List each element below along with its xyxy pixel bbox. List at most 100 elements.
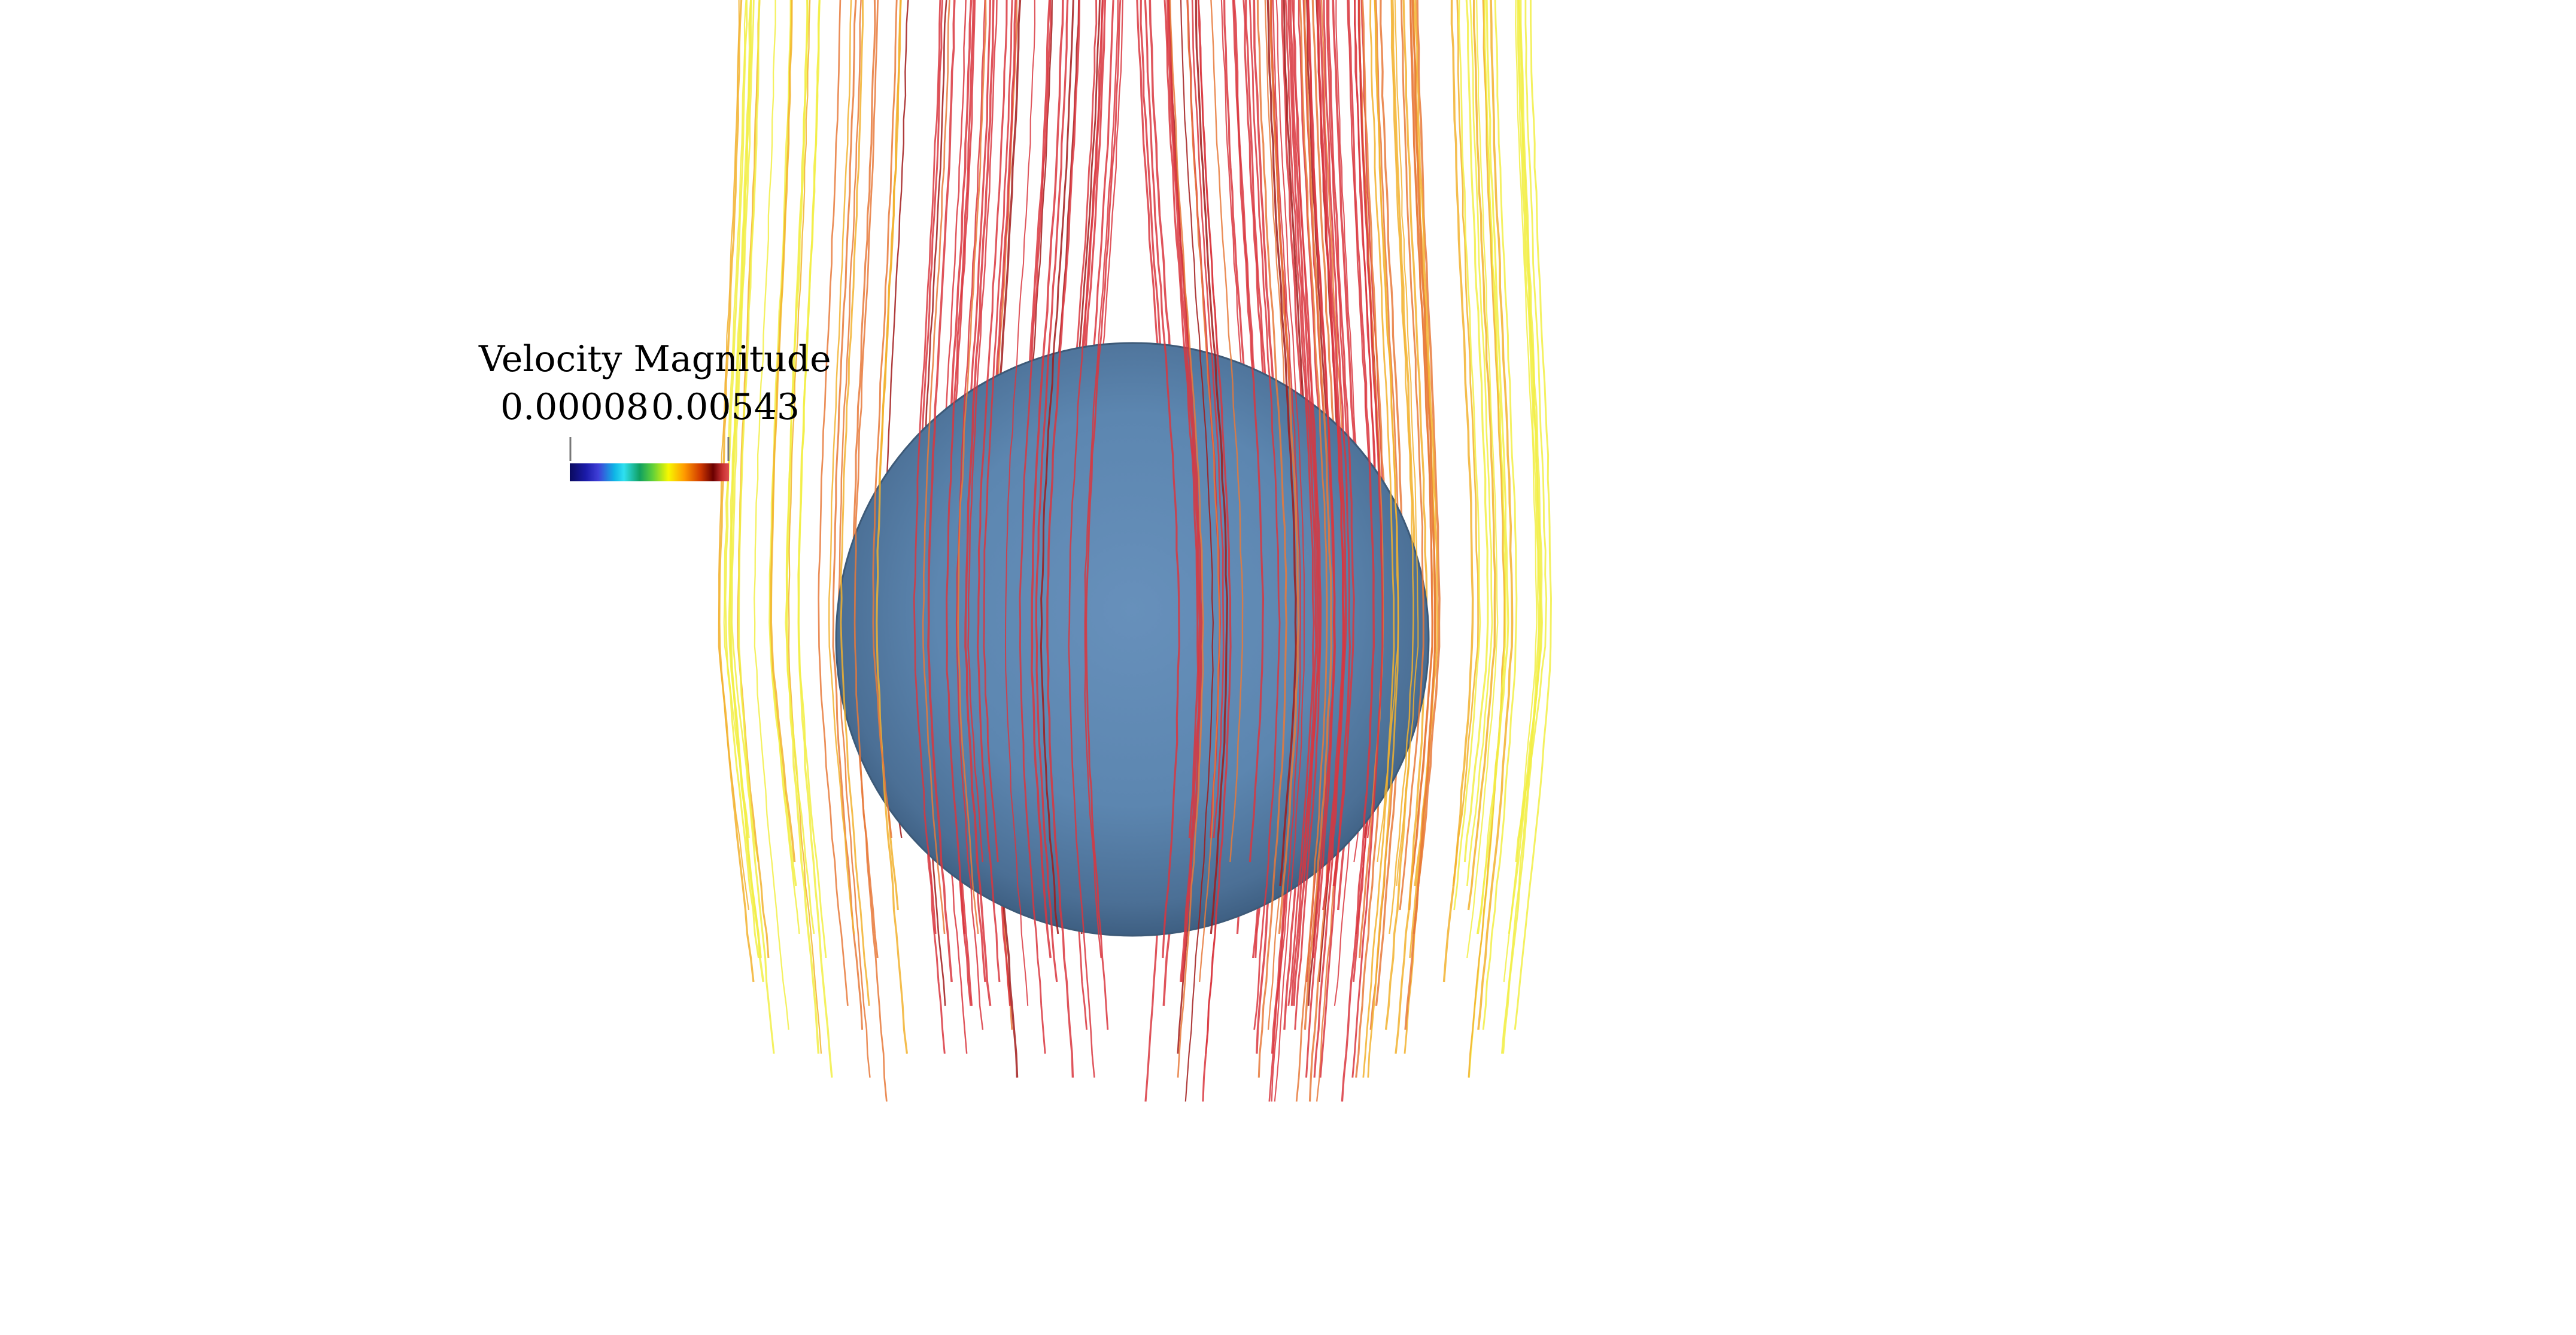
streamline	[737, 0, 775, 1054]
streamline	[1319, 0, 1351, 1078]
streamline	[1169, 0, 1204, 1078]
streamline	[1466, 0, 1493, 887]
legend-max-label: 0.00543	[651, 386, 800, 428]
color-legend: Velocity Magnitude 0.00008 0.00543	[479, 335, 831, 491]
streamline	[967, 0, 998, 863]
streamline	[1004, 0, 1036, 1006]
streamline	[729, 0, 765, 982]
streamline	[1232, 0, 1265, 863]
streamline	[1514, 0, 1553, 1030]
streamline	[957, 0, 987, 934]
streamline	[1085, 0, 1122, 1030]
streamline	[1186, 0, 1220, 982]
streamline	[1191, 0, 1225, 839]
streamline	[1197, 0, 1232, 1102]
legend-title: Velocity Magnitude	[479, 338, 831, 380]
streamline	[1328, 0, 1355, 887]
streamline	[1412, 0, 1441, 934]
streamline	[1399, 0, 1424, 911]
streamline	[1031, 0, 1064, 958]
streamline	[1453, 0, 1481, 911]
streamline	[1351, 0, 1384, 1078]
streamline	[922, 0, 950, 934]
streamline	[1289, 0, 1319, 1006]
streamline	[1408, 0, 1433, 911]
streamline	[1303, 0, 1333, 1030]
streamline	[1467, 0, 1496, 911]
streamline	[718, 0, 755, 982]
streamline	[1287, 0, 1317, 1006]
streamline	[1068, 0, 1104, 1078]
streamline	[731, 0, 760, 863]
streamline	[1452, 0, 1479, 887]
streamline	[1019, 0, 1052, 1054]
streamline	[1518, 0, 1548, 839]
streamline	[913, 0, 941, 934]
streamline	[1266, 0, 1298, 887]
streamline	[832, 0, 864, 1030]
streamline	[1502, 0, 1541, 1054]
streamline	[1210, 0, 1244, 863]
streamline	[1084, 0, 1119, 958]
streamline	[1166, 0, 1201, 982]
streamline	[1164, 0, 1199, 839]
streamline	[770, 0, 796, 863]
streamline	[1477, 0, 1514, 1030]
streamline	[1389, 0, 1414, 934]
streamline	[1046, 0, 1081, 1078]
legend-min-label: 0.00008	[500, 386, 649, 428]
streamline	[828, 0, 855, 934]
streamline	[754, 0, 789, 1030]
streamline	[964, 0, 995, 1006]
streamline	[872, 0, 898, 839]
streamline	[1269, 0, 1300, 934]
streamline	[927, 0, 956, 982]
streamline	[1404, 0, 1436, 1030]
streamlines-front	[840, 0, 1424, 1102]
streamline	[1040, 0, 1074, 934]
streamline	[818, 0, 849, 1006]
streamline	[1375, 0, 1405, 1006]
streamline	[1476, 0, 1506, 934]
streamline	[1468, 0, 1505, 1078]
streamline	[1503, 0, 1538, 982]
streamline	[1362, 0, 1395, 1078]
legend-ticks	[569, 437, 730, 461]
streamline	[788, 0, 822, 1054]
streamline	[1384, 0, 1417, 1030]
streamline	[876, 0, 909, 1054]
streamline	[853, 0, 888, 1102]
streamline	[1395, 0, 1428, 1054]
streamline	[837, 0, 871, 1078]
streamline	[1144, 0, 1180, 958]
streamline	[1319, 0, 1347, 887]
streamline	[1271, 0, 1301, 1102]
streamline	[840, 0, 870, 1006]
streamline	[1500, 0, 1540, 1054]
streamline	[1195, 0, 1229, 934]
streamline	[977, 0, 1008, 982]
colormap-bar	[570, 463, 729, 481]
streamline	[1442, 0, 1474, 982]
streamline	[1394, 0, 1419, 887]
streamline	[1284, 0, 1315, 1006]
streamline	[1466, 0, 1499, 958]
streamline	[946, 0, 975, 1006]
streamline	[1463, 0, 1489, 863]
streamline	[797, 0, 827, 958]
streamline	[1035, 0, 1069, 982]
streamline	[1293, 0, 1322, 1030]
streamline	[1248, 0, 1281, 1030]
streamline	[1274, 0, 1305, 1102]
streamline	[1256, 0, 1287, 1078]
streamline	[1341, 0, 1375, 1102]
streamline	[1313, 0, 1345, 1078]
streamline	[1367, 0, 1399, 1078]
streamline	[983, 0, 1013, 863]
streamline	[1307, 0, 1336, 958]
streamline	[785, 0, 815, 934]
streamline	[1295, 0, 1328, 1102]
streamline	[1180, 0, 1214, 1102]
